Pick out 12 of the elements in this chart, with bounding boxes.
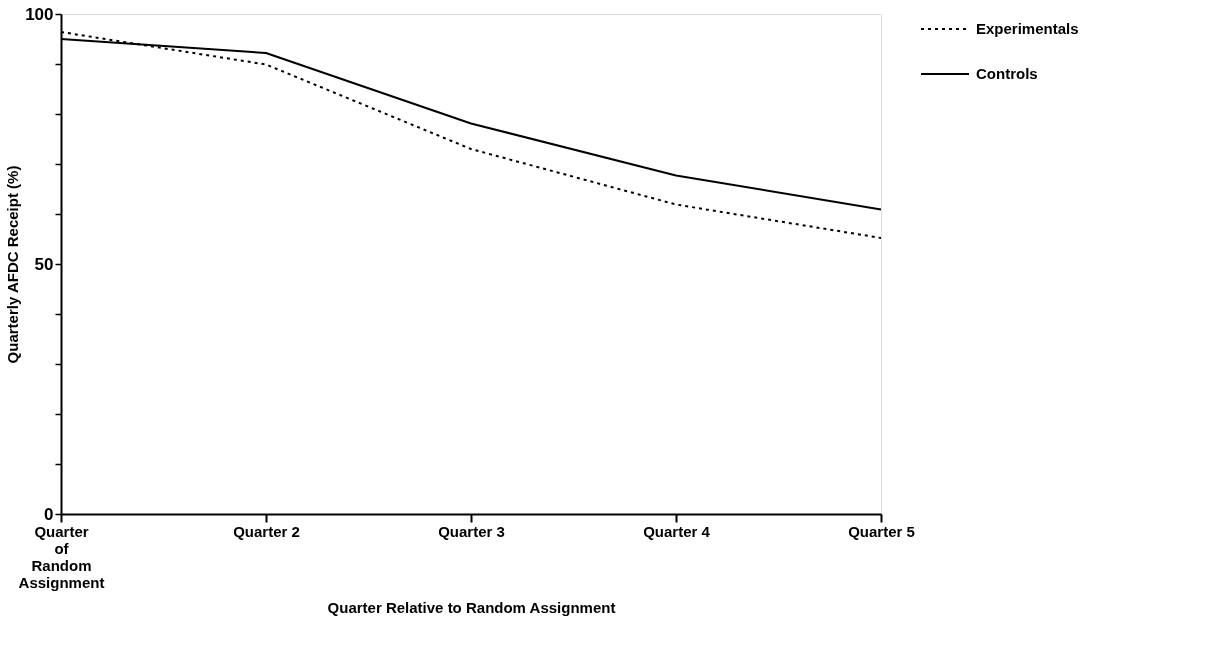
x-tick-label: Quarter of Random Assignment (18, 522, 105, 591)
y-tick-label: 50 (34, 254, 54, 274)
x-tick-label: Quarter 5 (848, 522, 915, 540)
x-axis-title: Quarter Relative to Random Assignment (327, 598, 616, 616)
y-tick-label: 0 (44, 504, 54, 524)
legend-label: Controls (976, 65, 1038, 82)
y-tick-label: 100 (25, 4, 54, 24)
x-tick-label: Quarter 4 (643, 522, 711, 540)
x-tick-label: Quarter 2 (233, 522, 300, 540)
x-tick-label: Quarter 3 (438, 522, 505, 540)
legend-label: Experimentals (976, 20, 1079, 37)
y-axis-title: Quarterly AFDC Receipt (%) (4, 165, 22, 364)
